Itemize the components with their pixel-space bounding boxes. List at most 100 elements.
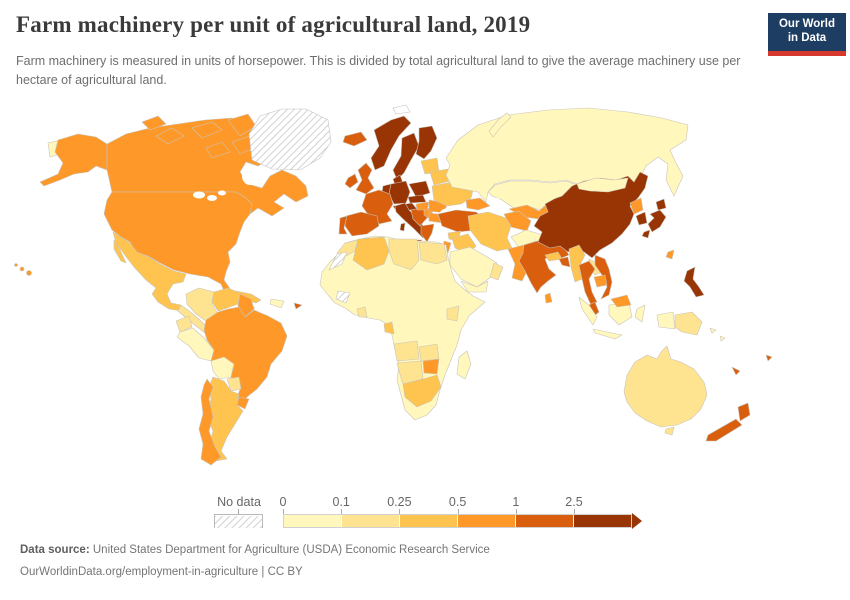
country-taiwan[interactable] xyxy=(665,249,675,260)
country-chile[interactable] xyxy=(198,378,222,466)
country-finland[interactable] xyxy=(415,125,438,160)
legend-tick-label-1: 0.1 xyxy=(332,495,350,509)
country-saudi-arabia[interactable] xyxy=(449,246,498,288)
country-yemen[interactable] xyxy=(460,280,489,293)
legend-tick-label-3: 0.5 xyxy=(448,495,467,509)
country-united-states-alaska[interactable] xyxy=(39,133,108,187)
country-north-korea[interactable] xyxy=(629,197,644,215)
country-bangladesh[interactable] xyxy=(558,256,571,268)
country-malaysia-borneo[interactable] xyxy=(610,294,632,308)
country-sri-lanka[interactable] xyxy=(544,292,553,304)
country-kenya[interactable] xyxy=(446,305,460,322)
country-caucasus[interactable] xyxy=(465,197,491,211)
country-paraguay[interactable] xyxy=(226,376,242,392)
country-cambodia[interactable] xyxy=(593,274,608,288)
country-hispaniola[interactable] xyxy=(269,298,285,309)
data-source-text: United States Department for Agriculture… xyxy=(89,544,490,556)
legend-segment-5[interactable] xyxy=(574,515,631,527)
country-czechia-slovakia[interactable] xyxy=(407,194,427,204)
country-norway[interactable] xyxy=(370,115,412,171)
legend-no-data-swatch[interactable] xyxy=(214,514,263,528)
owid-logo-line1: Our World xyxy=(778,18,835,31)
country-greenland[interactable] xyxy=(248,108,332,171)
owid-logo-stripe xyxy=(768,51,846,56)
country-united-states-hawaii[interactable] xyxy=(19,266,25,272)
legend-segment-1[interactable] xyxy=(342,515,400,527)
country-hungary[interactable] xyxy=(415,201,430,211)
citation-link[interactable]: OurWorldinData.org/employment-in-agricul… xyxy=(20,566,303,578)
country-iceland[interactable] xyxy=(342,131,368,147)
country-china[interactable] xyxy=(533,171,649,259)
country-united-kingdom[interactable] xyxy=(355,162,375,195)
legend-tick-label-2: 0.25 xyxy=(387,495,412,509)
country-new-zealand[interactable] xyxy=(705,402,751,442)
country-philippines[interactable] xyxy=(683,266,705,298)
country-south-korea[interactable] xyxy=(635,211,648,226)
country-japan[interactable] xyxy=(641,198,667,239)
country-guyanas[interactable] xyxy=(237,293,255,318)
page-title: Farm machinery per unit of agricultural … xyxy=(16,12,531,37)
country-portugal[interactable] xyxy=(338,215,348,235)
legend-tick-mark-1 xyxy=(341,509,343,514)
legend-segment-0[interactable] xyxy=(284,515,342,527)
legend-tick-label-4: 1 xyxy=(512,495,520,509)
country-ireland[interactable] xyxy=(344,173,359,189)
country-australia[interactable] xyxy=(623,345,708,428)
country-madagascar[interactable] xyxy=(456,350,472,380)
legend-tick-mark-2 xyxy=(399,509,401,514)
legend-no-data-label: No data xyxy=(217,495,261,509)
owid-logo[interactable]: Our World in Data xyxy=(768,13,846,56)
country-zimbabwe[interactable] xyxy=(422,358,440,375)
no-data-hatch-rect xyxy=(215,516,262,528)
country-angola[interactable] xyxy=(393,340,420,362)
country-papua-new-guinea[interactable] xyxy=(674,311,703,336)
great-lake xyxy=(193,191,205,199)
country-solomon-islands[interactable] xyxy=(709,327,726,342)
country-egypt[interactable] xyxy=(418,241,448,265)
country-guinea[interactable] xyxy=(335,290,351,304)
legend-tick-mark-3 xyxy=(457,509,459,514)
legend-tick-label-5: 2.5 xyxy=(565,495,583,509)
legend-tick-label-0: 0 xyxy=(279,495,287,509)
country-thailand[interactable] xyxy=(578,260,598,306)
country-ghana[interactable] xyxy=(356,306,368,318)
country-greece[interactable] xyxy=(420,223,435,243)
country-bolivia[interactable] xyxy=(210,356,235,380)
country-united-states-hawaii[interactable] xyxy=(14,263,18,267)
country-indonesia[interactable] xyxy=(578,296,676,340)
country-ecuador[interactable] xyxy=(175,315,193,333)
country-mexico-baja[interactable] xyxy=(113,239,127,264)
country-libya[interactable] xyxy=(388,238,420,271)
country-mexico[interactable] xyxy=(112,231,187,312)
country-sweden[interactable] xyxy=(392,132,420,181)
country-svalbard[interactable] xyxy=(392,104,411,115)
country-south-africa[interactable] xyxy=(402,374,442,408)
country-poland[interactable] xyxy=(408,180,431,198)
country-spain[interactable] xyxy=(344,211,380,237)
country-venezuela[interactable] xyxy=(211,287,241,312)
legend-bar xyxy=(283,514,632,528)
country-russia-novaya-zemlya[interactable] xyxy=(488,112,512,138)
country-mongolia[interactable] xyxy=(576,177,629,193)
country-united-states-hawaii[interactable] xyxy=(26,270,32,276)
country-new-caledonia[interactable] xyxy=(731,366,741,376)
country-fiji[interactable] xyxy=(765,354,773,362)
country-algeria[interactable] xyxy=(352,236,390,271)
country-iran[interactable] xyxy=(467,211,513,252)
country-zambia[interactable] xyxy=(418,343,440,362)
legend-tick-mark-4 xyxy=(515,509,517,514)
country-gabon[interactable] xyxy=(383,321,395,335)
country-australia-tasmania[interactable] xyxy=(664,426,675,436)
country-india[interactable] xyxy=(518,239,570,294)
legend-segment-2[interactable] xyxy=(400,515,458,527)
data-source-line: Data source: United States Department fo… xyxy=(20,544,490,556)
data-source-label: Data source: xyxy=(20,544,90,556)
country-puerto-rico[interactable] xyxy=(293,302,303,310)
legend-segment-3[interactable] xyxy=(458,515,516,527)
country-western-sahara[interactable] xyxy=(328,251,348,271)
country-oman[interactable] xyxy=(489,262,504,281)
legend-segment-4[interactable] xyxy=(516,515,574,527)
great-lake xyxy=(207,195,217,201)
